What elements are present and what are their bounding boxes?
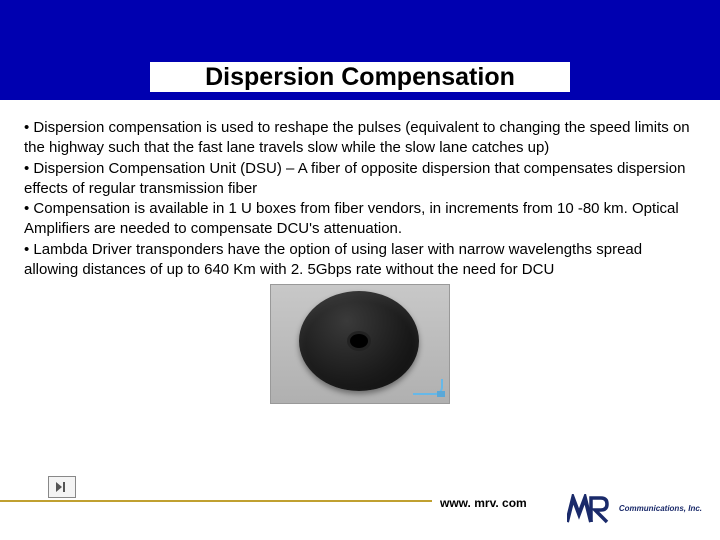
bullet-item: • Dispersion compensation is used to res… [24,118,696,159]
bullet-item: • Lambda Driver transponders have the op… [24,240,696,281]
logo-sub: Communications, Inc. [619,504,702,513]
fiber-pigtail-icon [413,379,443,395]
slide-title: Dispersion Compensation [150,62,570,92]
logo-text: Communications, Inc. [619,505,702,514]
play-forward-icon [55,480,69,494]
next-slide-button[interactable] [48,476,76,498]
bullet-list: • Dispersion compensation is used to res… [24,118,696,280]
content-area: • Dispersion compensation is used to res… [0,100,720,404]
bullet-item: • Compensation is available in 1 U boxes… [24,199,696,240]
fiber-spool-icon [299,291,419,391]
image-area [24,284,696,404]
footer-url: www. mrv. com [440,496,527,510]
logo-mark-icon [567,494,613,524]
bullet-item: • Dispersion Compensation Unit (DSU) – A… [24,159,696,200]
company-logo: Communications, Inc. [567,494,702,524]
device-photo [270,284,450,404]
